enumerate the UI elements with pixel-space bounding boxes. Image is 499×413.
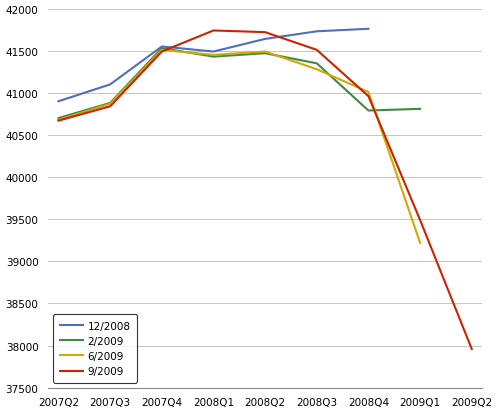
9/2009 (469, 347, 475, 351)
6/2009 (262, 50, 268, 55)
6/2009 (107, 102, 113, 107)
2/2009 (211, 55, 217, 60)
6/2009 (314, 68, 320, 73)
Line: 6/2009: 6/2009 (58, 51, 420, 243)
6/2009 (55, 118, 61, 123)
9/2009 (107, 104, 113, 109)
2/2009 (107, 101, 113, 106)
2/2009 (55, 116, 61, 121)
2/2009 (365, 109, 371, 114)
9/2009 (262, 31, 268, 36)
12/2008 (159, 45, 165, 50)
9/2009 (159, 50, 165, 55)
6/2009 (365, 90, 371, 95)
12/2008 (314, 30, 320, 35)
9/2009 (365, 95, 371, 100)
9/2009 (417, 218, 423, 223)
6/2009 (159, 48, 165, 53)
2/2009 (314, 62, 320, 66)
12/2008 (107, 83, 113, 88)
12/2008 (262, 37, 268, 42)
Line: 2/2009: 2/2009 (58, 49, 420, 119)
12/2008 (55, 100, 61, 104)
12/2008 (365, 27, 371, 32)
2/2009 (262, 52, 268, 57)
9/2009 (55, 119, 61, 124)
6/2009 (211, 53, 217, 58)
Line: 12/2008: 12/2008 (58, 30, 368, 102)
9/2009 (211, 29, 217, 34)
9/2009 (314, 48, 320, 53)
2/2009 (159, 47, 165, 52)
6/2009 (417, 241, 423, 246)
12/2008 (211, 50, 217, 55)
Line: 9/2009: 9/2009 (58, 31, 472, 349)
Legend: 12/2008, 2/2009, 6/2009, 9/2009: 12/2008, 2/2009, 6/2009, 9/2009 (53, 315, 137, 382)
2/2009 (417, 107, 423, 112)
